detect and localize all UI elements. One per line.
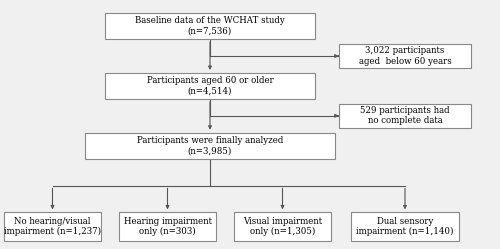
Text: No hearing/visual
impairment (n=1,237): No hearing/visual impairment (n=1,237) — [4, 217, 101, 236]
FancyBboxPatch shape — [339, 104, 471, 127]
FancyBboxPatch shape — [105, 13, 315, 39]
Text: Dual sensory
impairment (n=1,140): Dual sensory impairment (n=1,140) — [356, 217, 454, 236]
FancyBboxPatch shape — [119, 212, 216, 241]
Text: Hearing impairment
only (n=303): Hearing impairment only (n=303) — [124, 217, 212, 236]
Text: 529 participants had
no complete data: 529 participants had no complete data — [360, 106, 450, 125]
Text: Participants were finally analyzed
(n=3,985): Participants were finally analyzed (n=3,… — [137, 136, 283, 155]
Text: Baseline data of the WCHAT study
(n=7,536): Baseline data of the WCHAT study (n=7,53… — [135, 16, 285, 36]
FancyBboxPatch shape — [4, 212, 101, 241]
Text: Participants aged 60 or older
(n=4,514): Participants aged 60 or older (n=4,514) — [146, 76, 274, 96]
Text: 3,022 participants
aged  below 60 years: 3,022 participants aged below 60 years — [358, 46, 452, 66]
FancyBboxPatch shape — [351, 212, 459, 241]
FancyBboxPatch shape — [85, 132, 335, 159]
FancyBboxPatch shape — [234, 212, 331, 241]
FancyBboxPatch shape — [339, 44, 471, 68]
FancyBboxPatch shape — [105, 73, 315, 99]
Text: Visual impairment
only (n=1,305): Visual impairment only (n=1,305) — [243, 217, 322, 236]
